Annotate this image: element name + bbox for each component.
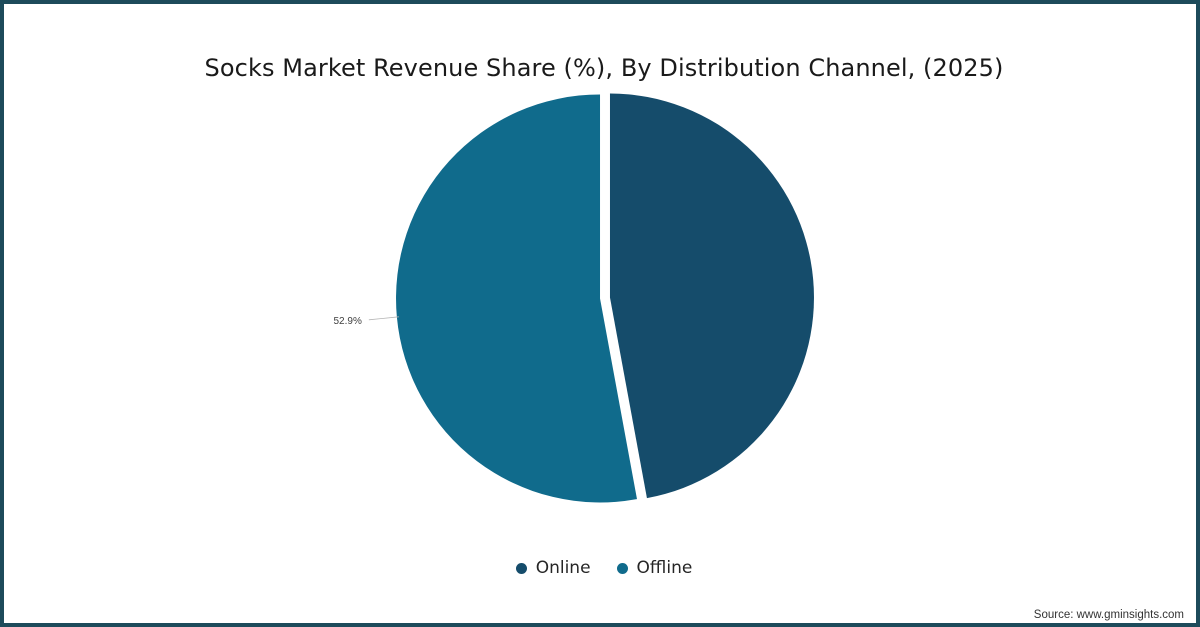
legend-label-online: Online [535,558,591,578]
legend-marker-online [515,562,527,574]
legend: Online Offline [4,558,1200,578]
data-label-offline: 52.9% [333,316,361,327]
pie-slice-online[interactable] [609,93,814,499]
legend-item-offline[interactable]: Offline [616,558,693,578]
pie-slice-offline[interactable] [396,94,637,503]
legend-marker-offline [616,562,628,574]
chart-title: Socks Market Revenue Share (%), By Distr… [204,54,1004,82]
source-note: Source: www.gminsights.com [1033,609,1184,621]
pie-chart: 52.9% [333,93,814,503]
data-label-leader-offline [368,316,399,321]
legend-label-offline: Offline [636,558,693,578]
legend-item-online[interactable]: Online [515,558,591,578]
